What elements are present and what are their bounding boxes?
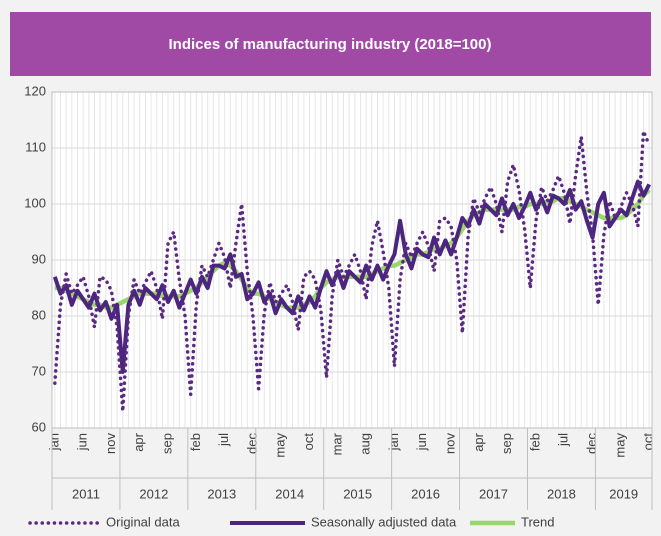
x-tick-label: sep [499, 433, 514, 454]
x-tick-label: oct [301, 433, 316, 451]
x-tick-label: mar [329, 432, 344, 455]
y-tick-label: 90 [32, 251, 46, 266]
plot-border [51, 91, 653, 429]
x-tick-label: aug [358, 433, 373, 455]
x-tick-label: apr [471, 432, 486, 451]
y-tick-label: 100 [24, 195, 46, 210]
series-line [52, 179, 651, 374]
x-tick-label: feb [188, 433, 203, 451]
x-tick-label: dec [584, 433, 599, 454]
x-tick-label: jan [386, 433, 401, 451]
x-tick-label: sep [159, 433, 174, 454]
year-label: 2012 [139, 486, 168, 501]
y-tick-label: 120 [24, 83, 46, 98]
x-tick-label: may [612, 433, 627, 458]
year-label: 2014 [275, 486, 304, 501]
year-label: 2018 [547, 486, 576, 501]
series-line [53, 129, 651, 413]
legend-label: Original data [106, 514, 180, 529]
year-label: 2015 [343, 486, 372, 501]
year-label: 2013 [207, 486, 236, 501]
y-tick-label: 60 [32, 419, 46, 434]
x-tick-label: may [273, 433, 288, 458]
x-tick-label: apr [131, 432, 146, 451]
y-tick-label: 110 [25, 139, 46, 154]
title-banner [10, 12, 651, 76]
x-tick-label: oct [641, 433, 656, 451]
legend-label: Trend [521, 514, 554, 529]
x-tick-label: jul [216, 433, 231, 447]
year-label: 2019 [609, 486, 638, 501]
x-tick-label: jun [414, 433, 429, 451]
y-tick-label: 80 [32, 307, 46, 322]
x-tick-label: nov [103, 433, 118, 454]
x-tick-label: feb [527, 433, 542, 451]
x-tick-label: jan [46, 433, 61, 451]
year-label: 2017 [479, 486, 508, 501]
x-tick-label: nov [442, 433, 457, 454]
year-label: 2011 [72, 486, 100, 501]
legend-label: Seasonally adjusted data [311, 514, 457, 529]
y-tick-label: 70 [32, 363, 46, 378]
x-tick-label: dec [244, 433, 259, 454]
chart-title: Indices of manufacturing industry (2018=… [168, 36, 491, 53]
year-label: 2016 [411, 486, 440, 501]
x-tick-label: jul [556, 433, 571, 447]
x-tick-label: jun [75, 433, 90, 451]
